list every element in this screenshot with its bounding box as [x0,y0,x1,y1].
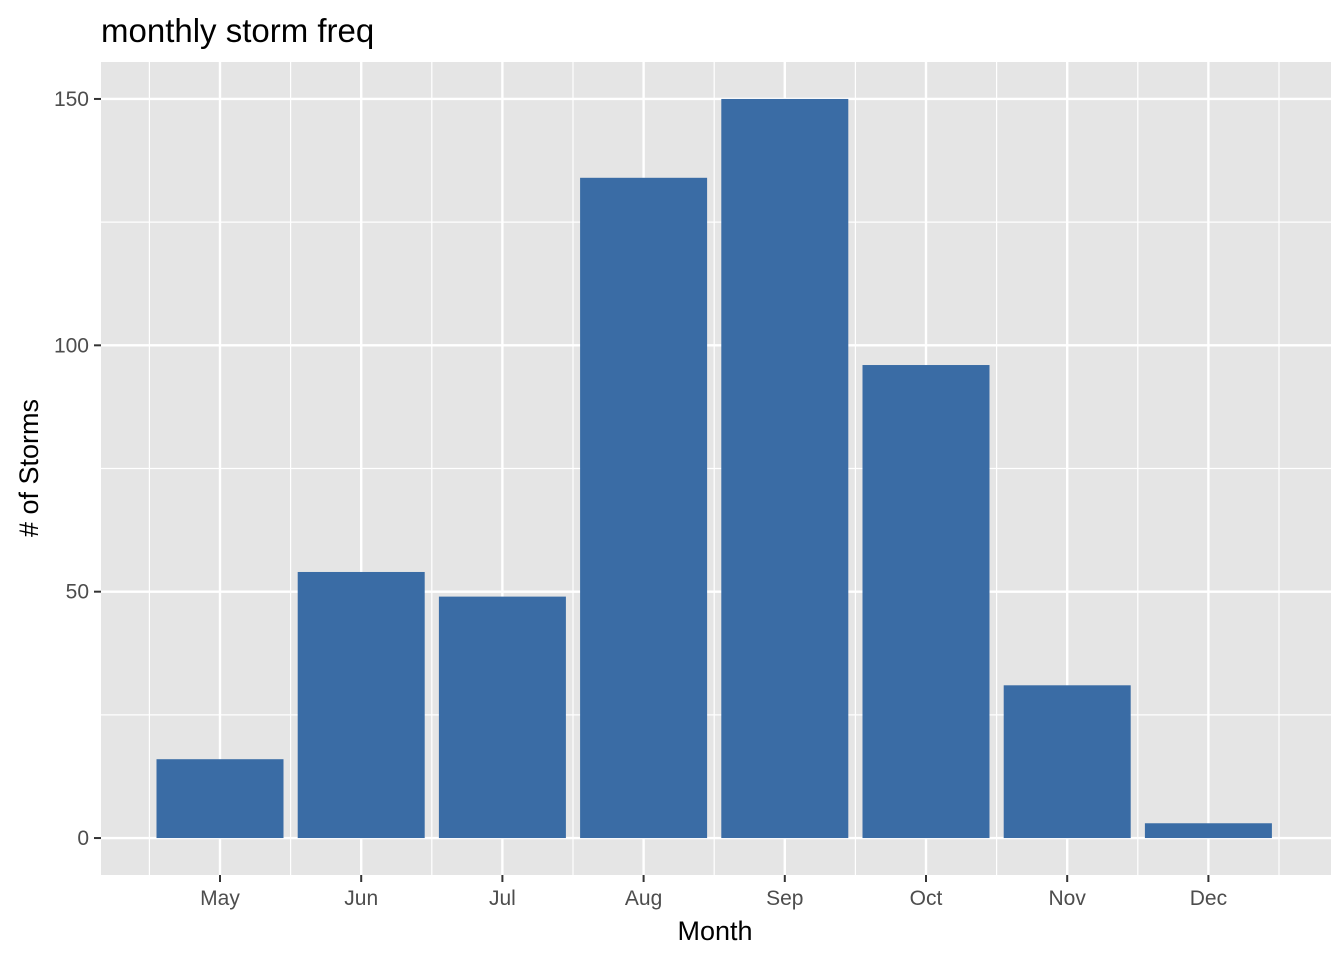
bar-nov [1003,685,1131,839]
x-tick-label: Jul [489,887,516,910]
bar-sep [721,98,849,839]
bar-jun [297,571,425,839]
bar-dec [1144,823,1272,839]
y-tick-label: 0 [77,827,89,850]
bars [156,98,1272,839]
x-tick-label: Aug [625,887,662,910]
x-tick-label: May [200,887,240,910]
y-axis-title: # of Storms [14,399,44,537]
bar-jul [438,596,566,839]
x-tick-label: Sep [766,887,803,910]
x-tick-label: Jun [344,887,378,910]
x-tick-label: Oct [910,887,943,910]
bar-oct [862,365,990,839]
bar-aug [580,177,708,839]
y-axis: 0 50 100 150 [54,88,101,850]
x-axis: May Jun Jul Aug Sep Oct Nov Dec [200,875,1227,910]
minor-gridlines [101,62,1331,875]
x-tick-label: Dec [1190,887,1227,910]
y-tick-label: 150 [54,88,89,111]
chart-title: monthly storm freq [101,12,374,49]
y-tick-label: 50 [66,581,89,604]
bar-may [156,759,284,839]
y-tick-label: 100 [54,334,89,357]
x-tick-label: Nov [1049,887,1087,910]
x-axis-title: Month [677,916,752,946]
